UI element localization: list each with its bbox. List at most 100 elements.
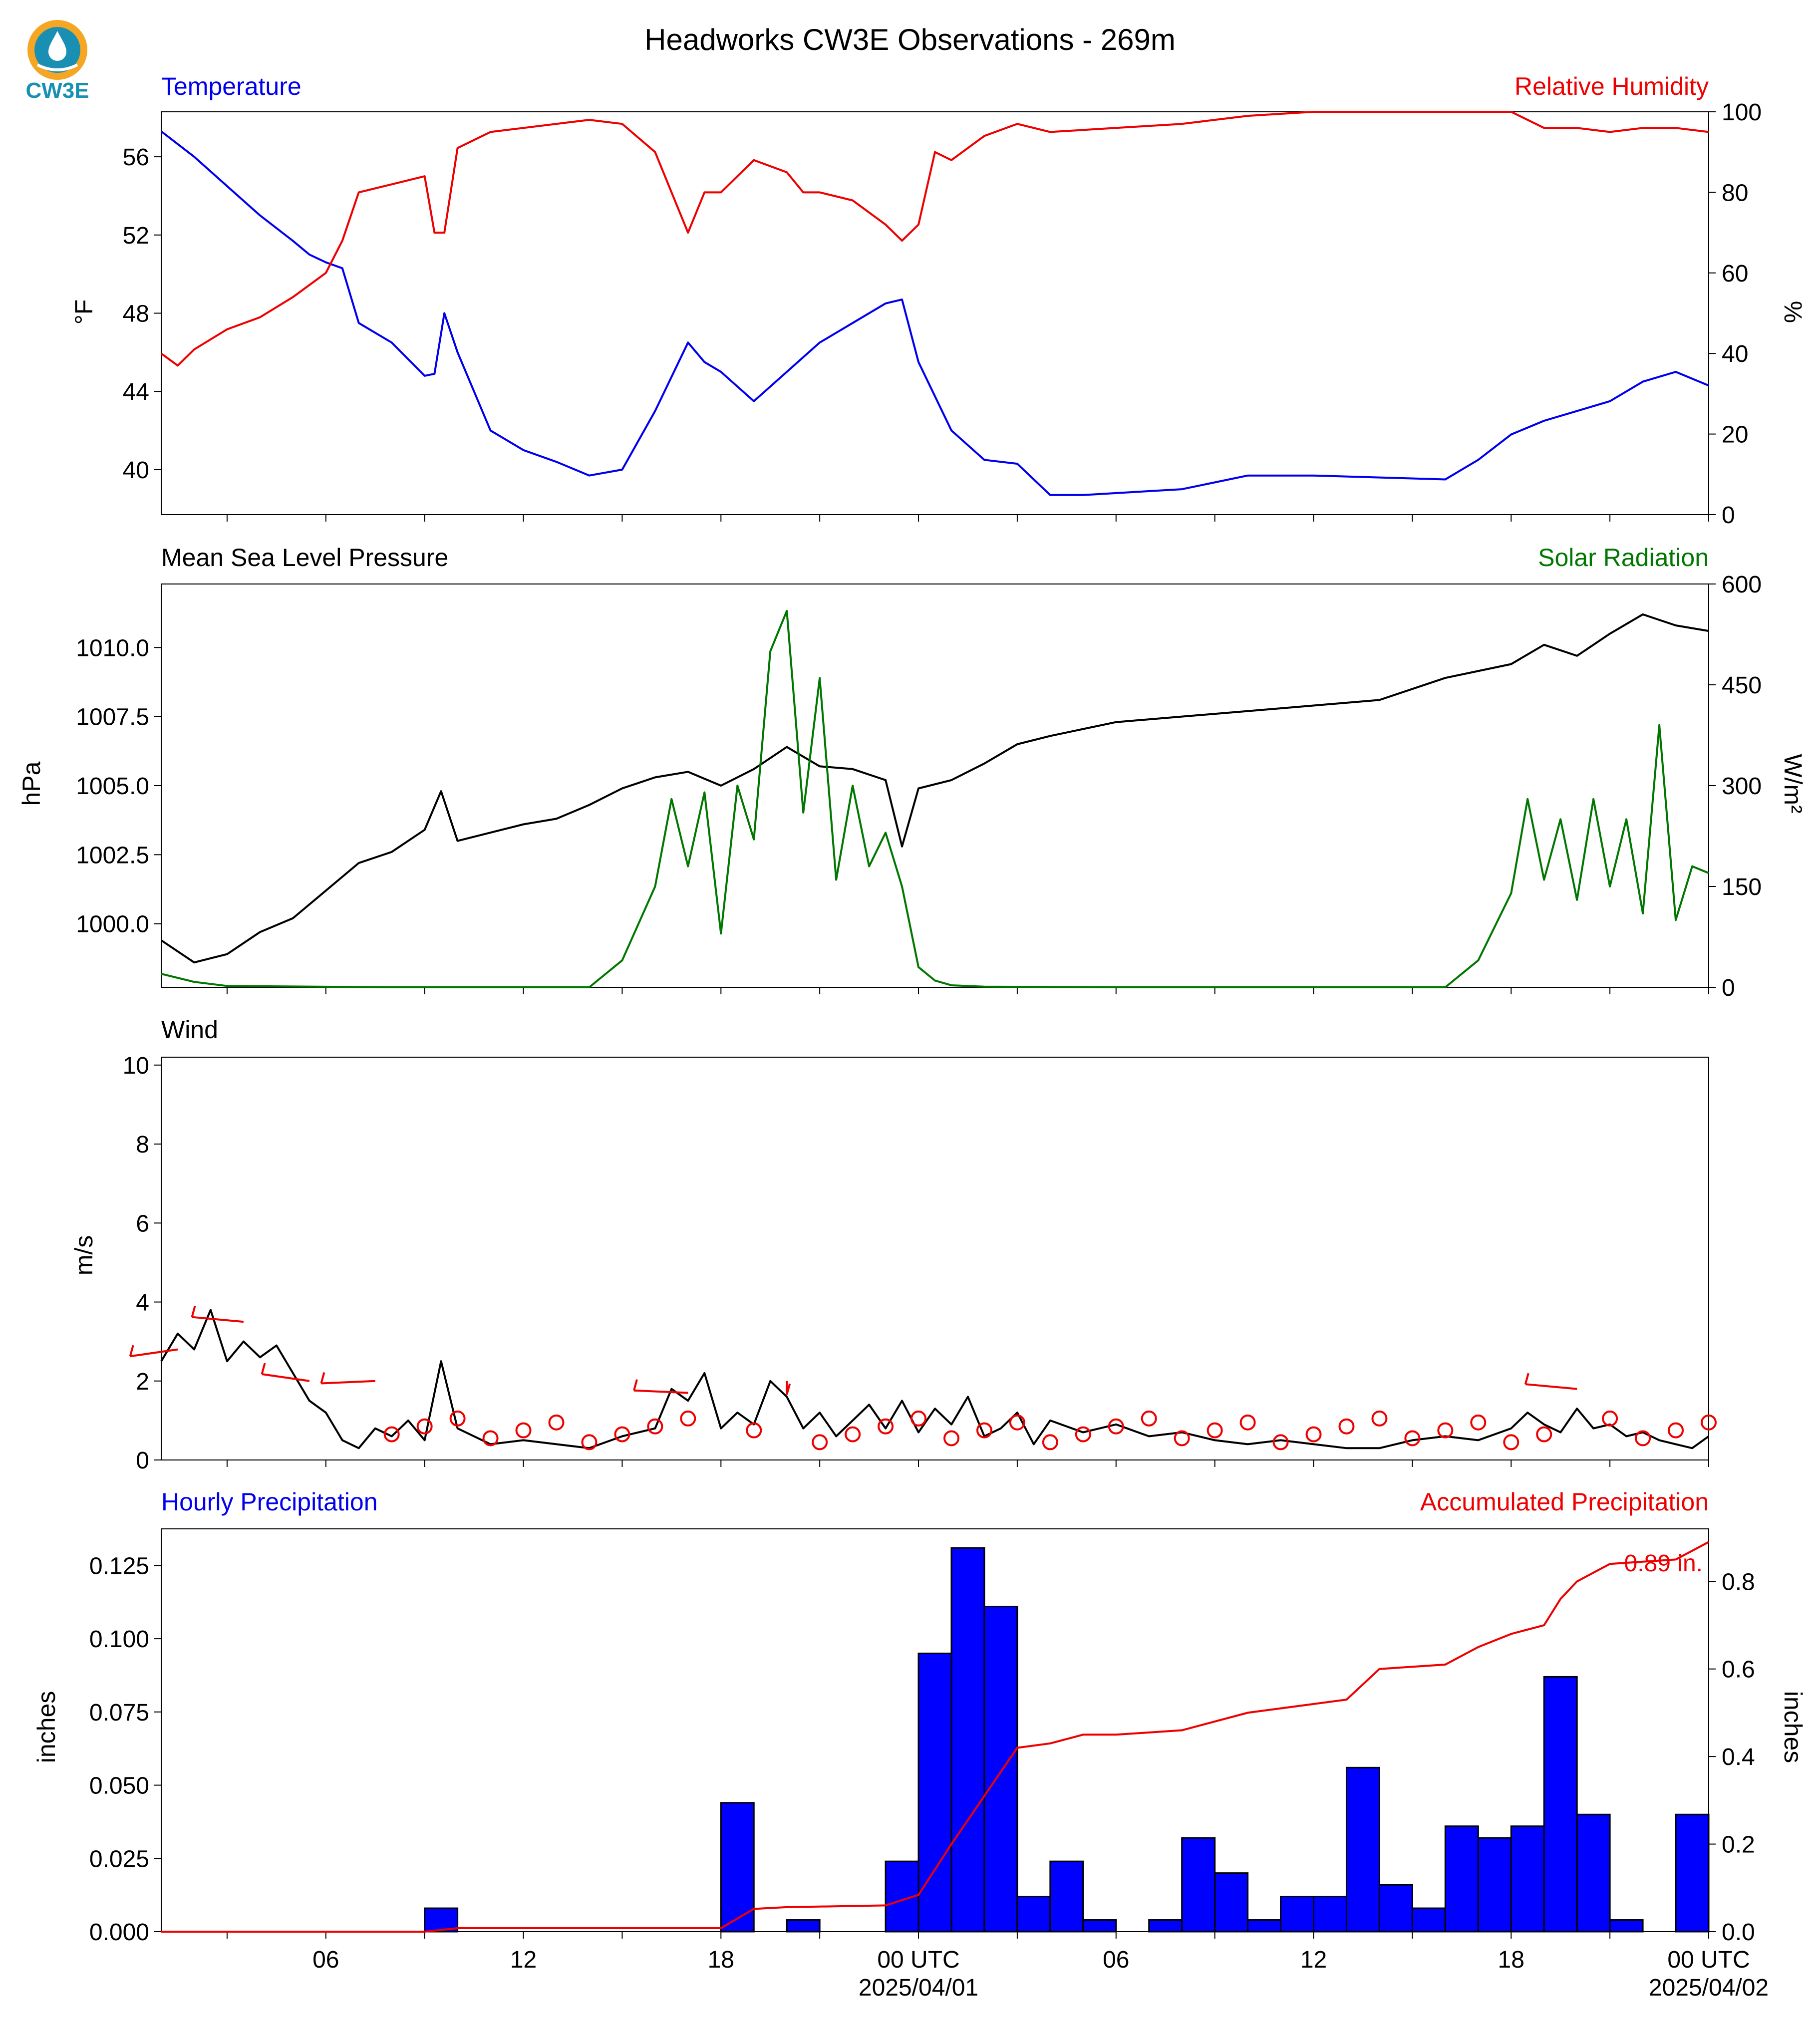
pressure-ylabel: hPa	[17, 761, 45, 806]
calm-circle	[1668, 1422, 1684, 1439]
panel-0: 40 44 48 52 56 0 20 40 60 80 100	[123, 99, 1762, 529]
precip-bar	[1444, 1825, 1479, 1933]
x-tick-label: 06	[312, 1947, 339, 1973]
series-line-wind	[160, 1309, 1710, 1449]
x-tick-label: 12	[510, 1947, 537, 1973]
precip-bar	[1214, 1872, 1249, 1933]
y-tick-label: 1005.0	[76, 773, 149, 800]
calm-circle	[1009, 1414, 1025, 1431]
humidity-ylabel: %	[1779, 301, 1807, 323]
wind-barb-flag	[1524, 1373, 1529, 1385]
precip-bar	[1082, 1919, 1117, 1933]
y-tick-label: 0.075	[89, 1700, 149, 1726]
calm-circle	[1470, 1414, 1487, 1431]
y-right-tick-label: 0	[1722, 502, 1735, 529]
calm-circle	[1075, 1426, 1091, 1443]
wind-barb-flag	[129, 1345, 134, 1357]
accum-precip-label: Accumulated Precipitation	[1420, 1488, 1709, 1516]
precip-bar	[1675, 1813, 1710, 1933]
wind-barb	[321, 1380, 375, 1385]
precip-bar	[1510, 1825, 1545, 1933]
y-tick-label: 0	[136, 1448, 149, 1474]
series-line-solar-radiation	[161, 609, 1709, 988]
precip-bar	[983, 1606, 1018, 1933]
plot-area: 40444852560204060801001000.01002.51005.0…	[76, 99, 1769, 2001]
y-right-tick-label: 80	[1722, 180, 1748, 206]
calm-circle	[1141, 1410, 1157, 1427]
x-tick-label: 18	[708, 1947, 734, 1973]
y-right-tick-label: 0	[1722, 975, 1735, 1001]
page-title: Headworks CW3E Observations - 269m	[644, 23, 1176, 56]
panel-frame	[161, 1057, 1709, 1460]
y-right-tick-label: 0.8	[1722, 1569, 1755, 1595]
precip-bar	[1609, 1919, 1644, 1933]
calm-circle	[1701, 1414, 1717, 1431]
x-tick-label: 06	[1103, 1947, 1129, 1973]
calm-circle	[1503, 1434, 1519, 1450]
calm-circle	[416, 1418, 433, 1435]
precip-bar	[1543, 1676, 1578, 1933]
y-right-tick-label: 0.2	[1722, 1832, 1755, 1858]
calm-circle	[1404, 1430, 1421, 1447]
precip-bar	[950, 1547, 985, 1933]
y-tick-label: 1000.0	[76, 911, 149, 938]
series-line-relative-humidity	[160, 111, 1709, 367]
y-tick-label: 56	[123, 144, 149, 171]
calm-circle	[1371, 1410, 1388, 1427]
precip-bar	[786, 1919, 821, 1933]
calm-circle	[1207, 1422, 1223, 1439]
y-right-tick-label: 600	[1722, 572, 1762, 598]
y-tick-label: 40	[123, 457, 149, 484]
calm-circle	[1108, 1418, 1124, 1435]
y-tick-label: 1007.5	[76, 704, 149, 731]
wind-barb	[130, 1348, 178, 1358]
y-right-tick-label: 0.0	[1722, 1919, 1755, 1946]
accumulated-total-label: 0.89 in.	[1624, 1550, 1703, 1577]
y-tick-label: 44	[123, 379, 149, 405]
y-tick-label: 0.050	[89, 1773, 149, 1799]
x-tick-label: 18	[1498, 1947, 1524, 1973]
calm-circle	[680, 1410, 696, 1427]
cw3e-logo: CW3E	[25, 20, 89, 103]
calm-circle	[548, 1414, 565, 1431]
logo-text: CW3E	[25, 78, 89, 103]
y-tick-label: 0.000	[89, 1919, 149, 1946]
calm-circle	[943, 1430, 959, 1447]
accum-ylabel: inches	[1779, 1691, 1807, 1763]
solar-label: Solar Radiation	[1538, 544, 1709, 572]
x-tick-label: 12	[1300, 1947, 1327, 1973]
panel-1: 1000.0 1002.5 1005.0 1007.5 1010.0 0 150 300 450…	[76, 572, 1762, 1001]
calm-circle	[976, 1422, 992, 1439]
precip-bar	[1181, 1837, 1216, 1933]
x-tick-label: 00 UTC	[1667, 1947, 1750, 1973]
x-date-label: 2025/04/01	[859, 1975, 978, 2001]
x-tick-label: 00 UTC	[877, 1947, 959, 1973]
y-tick-label: 8	[136, 1132, 149, 1158]
calm-circle	[1239, 1414, 1256, 1431]
calm-circle	[482, 1430, 499, 1447]
series-line-temperature	[160, 130, 1709, 496]
y-right-tick-label: 0.4	[1722, 1744, 1755, 1770]
series-line-mean-sea-level-pressure	[160, 613, 1709, 964]
precip-bar	[1313, 1896, 1347, 1933]
calm-circle	[647, 1418, 663, 1435]
precip-bar	[1280, 1896, 1315, 1933]
precip-bar	[424, 1907, 459, 1933]
y-tick-label: 52	[123, 223, 149, 249]
wind-barb-flag	[261, 1363, 266, 1375]
calm-circle	[1272, 1434, 1289, 1450]
temperature-ylabel: °F	[70, 299, 98, 325]
calm-circle	[1174, 1430, 1190, 1447]
wind-barb-flag	[320, 1372, 325, 1384]
pressure-label: Mean Sea Level Pressure	[161, 544, 448, 572]
precip-bar	[1378, 1884, 1413, 1933]
precip-bar	[1345, 1766, 1380, 1933]
calm-circle	[581, 1434, 598, 1450]
calm-circle	[845, 1426, 861, 1443]
wind-label: Wind	[161, 1016, 218, 1044]
precip-bar	[1576, 1813, 1611, 1933]
precip-bar	[1247, 1919, 1282, 1933]
y-tick-label: 1002.5	[76, 842, 149, 869]
y-right-tick-label: 40	[1722, 341, 1748, 367]
wind-barb	[1525, 1383, 1577, 1390]
